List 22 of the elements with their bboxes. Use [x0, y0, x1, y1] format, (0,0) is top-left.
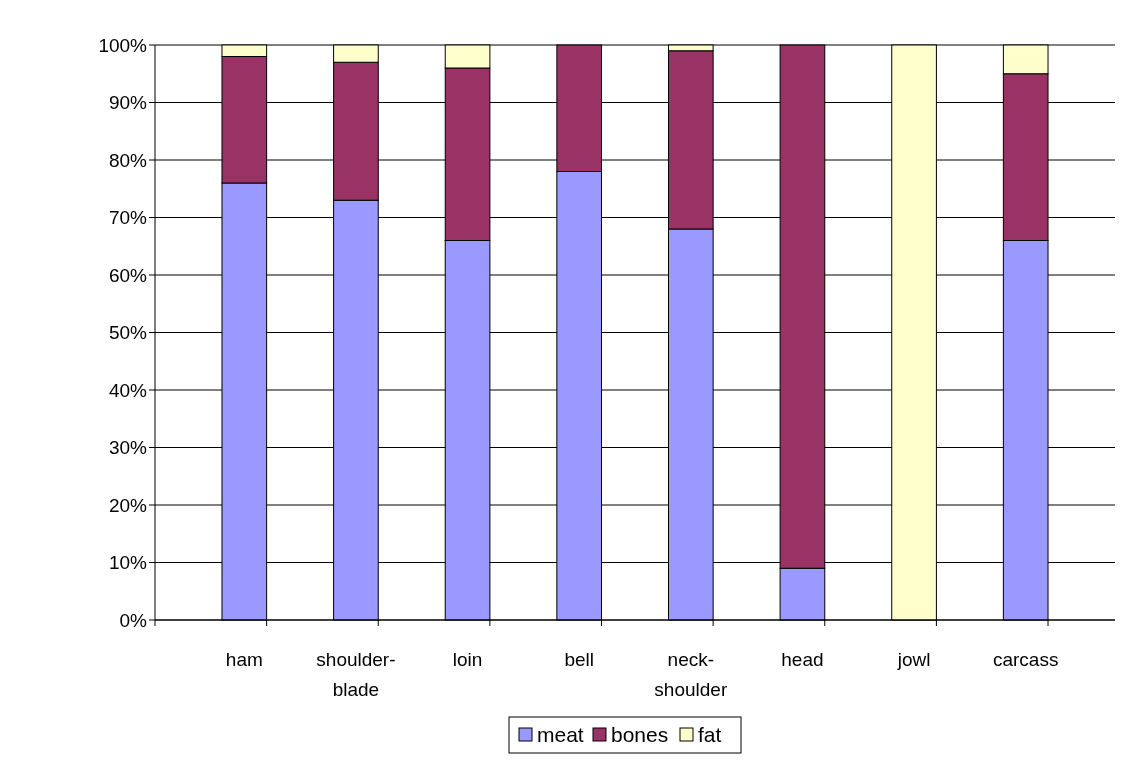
y-tick-label: 100% [98, 34, 148, 56]
y-tick-label: 50% [108, 322, 148, 344]
y-tick-label: 30% [108, 437, 148, 459]
y-tick-label: 10% [108, 552, 148, 574]
x-tick-label: loin [452, 649, 483, 670]
y-tick-label: 70% [108, 207, 148, 229]
x-tick-label: ham [225, 649, 263, 670]
legend-label: bones [611, 723, 669, 747]
x-tick-label: carcass [992, 649, 1059, 670]
y-tick-label: 80% [108, 149, 148, 171]
y-tick-label: 40% [108, 379, 148, 401]
x-tick-label: head [781, 649, 824, 670]
x-tick-label: shoulder-blade [316, 649, 396, 700]
x-tick-label: bell [564, 649, 594, 670]
x-tick-label: jowl [896, 649, 931, 670]
legend-label: meat [537, 723, 584, 747]
y-tick-label: 90% [108, 92, 148, 114]
y-tick-label: 0% [119, 609, 148, 631]
y-tick-label: 60% [108, 264, 148, 286]
y-tick-label: 20% [108, 494, 148, 516]
legend-label: fat [698, 723, 722, 747]
x-tick-label: neck-shoulder [654, 649, 728, 700]
